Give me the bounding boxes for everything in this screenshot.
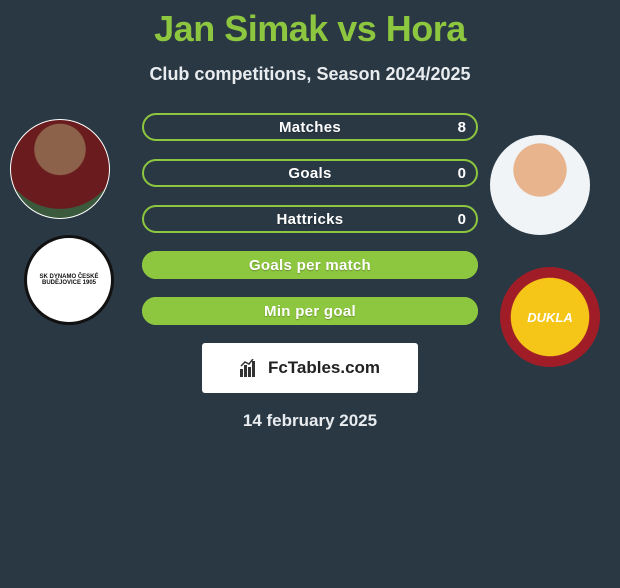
left-club-badge-text: SK DYNAMO ČESKÉ BUDĚJOVICE 1905 <box>27 274 111 286</box>
branding-text: FcTables.com <box>268 358 380 378</box>
stat-value-right: 8 <box>458 113 466 141</box>
stat-label: Hattricks <box>142 205 478 233</box>
stat-value-right: 0 <box>458 205 466 233</box>
bar-chart-icon <box>240 359 262 377</box>
comparison-panel: SK DYNAMO ČESKÉ BUDĚJOVICE 1905 DUKLA Ma… <box>0 113 620 431</box>
stat-row-goals-per-match: Goals per match <box>142 251 478 279</box>
stat-label: Goals <box>142 159 478 187</box>
stat-label: Goals per match <box>142 251 478 279</box>
stat-row-goals: Goals 0 <box>142 159 478 187</box>
page-subtitle: Club competitions, Season 2024/2025 <box>0 64 620 85</box>
page-title: Jan Simak vs Hora <box>0 8 620 50</box>
stat-row-hattricks: Hattricks 0 <box>142 205 478 233</box>
stat-row-matches: Matches 8 <box>142 113 478 141</box>
right-club-badge: DUKLA <box>500 267 600 367</box>
right-player-avatar <box>490 135 590 235</box>
left-player-avatar <box>10 119 110 219</box>
stat-bars: Matches 8 Goals 0 Hattricks 0 Goals per … <box>142 113 478 325</box>
stat-value-right: 0 <box>458 159 466 187</box>
stat-label: Matches <box>142 113 478 141</box>
branding-box[interactable]: FcTables.com <box>202 343 418 393</box>
left-club-badge: SK DYNAMO ČESKÉ BUDĚJOVICE 1905 <box>24 235 114 325</box>
stat-label: Min per goal <box>142 297 478 325</box>
right-club-badge-text: DUKLA <box>527 310 573 325</box>
stat-row-min-per-goal: Min per goal <box>142 297 478 325</box>
footer-date: 14 february 2025 <box>0 411 620 431</box>
